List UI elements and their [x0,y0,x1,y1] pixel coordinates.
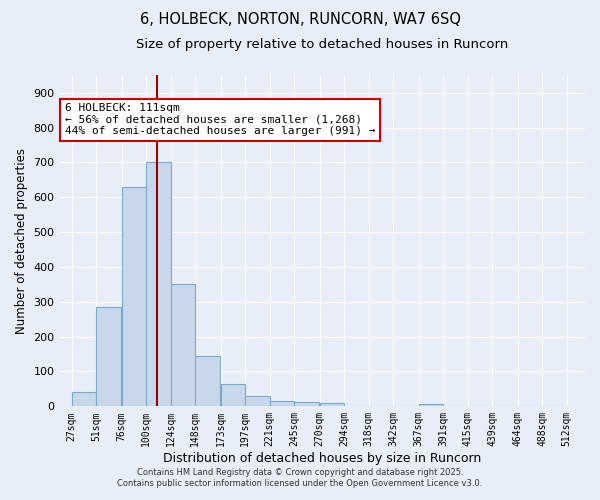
Bar [72,392,96,406]
Y-axis label: Number of detached properties: Number of detached properties [15,148,28,334]
Bar [171,284,195,406]
Bar [294,402,319,406]
Text: Contains HM Land Registry data © Crown copyright and database right 2025.
Contai: Contains HM Land Registry data © Crown c… [118,468,482,487]
Bar [245,396,270,406]
Text: 6, HOLBECK, NORTON, RUNCORN, WA7 6SQ: 6, HOLBECK, NORTON, RUNCORN, WA7 6SQ [139,12,461,28]
Bar [419,404,443,406]
Bar [96,307,121,406]
Bar [221,384,245,406]
Bar [122,187,146,406]
Bar [146,162,171,406]
Bar [195,356,220,406]
X-axis label: Distribution of detached houses by size in Runcorn: Distribution of detached houses by size … [163,452,481,465]
Title: Size of property relative to detached houses in Runcorn: Size of property relative to detached ho… [136,38,508,51]
Bar [270,401,294,406]
Bar [320,403,344,406]
Text: 6 HOLBECK: 111sqm
← 56% of detached houses are smaller (1,268)
44% of semi-detac: 6 HOLBECK: 111sqm ← 56% of detached hous… [65,103,375,136]
